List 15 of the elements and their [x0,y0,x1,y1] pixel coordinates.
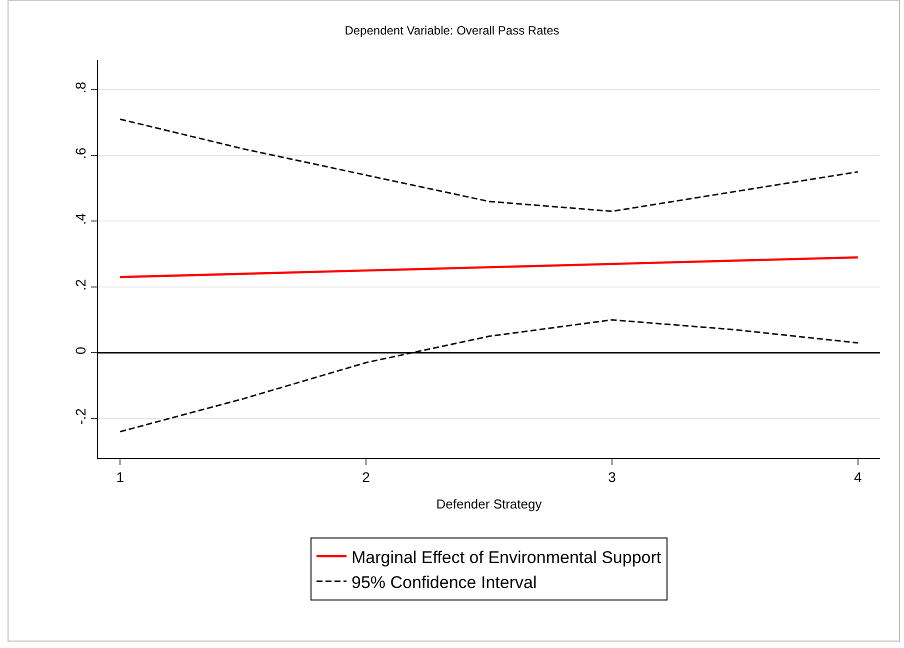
y-tick-label: .2 [72,278,88,291]
x-tick-label: 1 [116,468,124,485]
line-series [119,118,859,212]
y-tick-label: .6 [72,147,88,160]
legend-label: Marginal Effect of Environmental Support [352,548,662,567]
legend-label: 95% Confidence Interval [352,572,537,592]
x-tick-label: 4 [854,468,862,485]
y-tick-label: -.2 [72,408,88,425]
y-tick-label: .4 [72,213,88,225]
y-tick-label: 0 [72,346,88,355]
x-tick-label: 2 [362,468,370,485]
x-tick-label: 3 [608,468,616,485]
chart-title: Dependent Variable: Overall Pass Rates [344,23,560,38]
x-axis-title: Defender Strategy [436,496,542,512]
y-tick-label: .8 [72,81,88,94]
